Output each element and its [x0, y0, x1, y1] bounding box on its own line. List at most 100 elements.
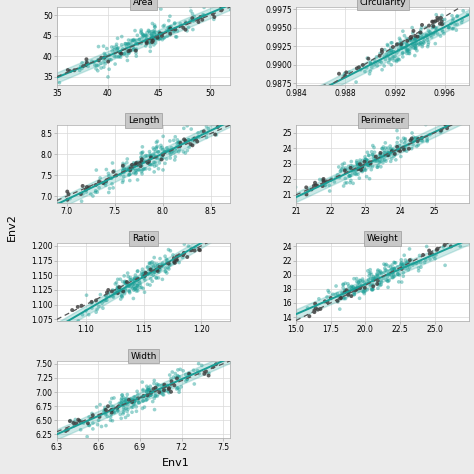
Point	[369, 277, 377, 284]
Point	[100, 179, 108, 186]
Point	[185, 144, 193, 151]
Point	[134, 176, 141, 183]
Point	[89, 419, 97, 427]
Point	[141, 288, 148, 296]
Point	[426, 255, 434, 263]
Point	[350, 291, 358, 298]
Point	[142, 32, 149, 39]
Point	[360, 288, 367, 296]
Point	[113, 46, 121, 54]
Point	[143, 39, 150, 47]
Point	[341, 167, 348, 174]
Point	[147, 259, 155, 267]
Point	[173, 139, 181, 147]
Point	[153, 260, 161, 268]
Point	[198, 128, 205, 136]
Point	[126, 281, 134, 289]
Point	[132, 47, 140, 55]
Point	[130, 159, 137, 166]
Point	[156, 266, 164, 273]
Point	[117, 171, 125, 179]
Point	[403, 259, 410, 266]
Point	[448, 12, 456, 19]
Point	[406, 36, 414, 44]
Point	[327, 294, 335, 302]
Point	[100, 54, 108, 62]
Point	[167, 151, 174, 158]
Point	[379, 155, 387, 163]
Point	[159, 133, 167, 140]
Point	[412, 40, 420, 48]
Point	[129, 295, 137, 302]
Point	[92, 297, 100, 304]
Point	[346, 286, 354, 293]
Point	[408, 37, 416, 45]
Point	[182, 137, 189, 145]
Point	[137, 149, 145, 157]
Point	[349, 166, 356, 174]
Point	[166, 371, 173, 379]
Point	[134, 287, 142, 294]
Point	[146, 39, 153, 46]
Point	[129, 165, 137, 173]
Point	[345, 163, 352, 170]
Point	[168, 378, 175, 385]
Point	[150, 266, 158, 274]
Point	[184, 136, 192, 144]
Point	[410, 133, 417, 141]
Point	[145, 270, 152, 278]
Point	[430, 30, 438, 38]
Point	[363, 173, 371, 181]
Point	[217, 2, 225, 10]
Point	[152, 154, 159, 161]
Point	[140, 165, 147, 173]
Point	[203, 130, 210, 137]
Point	[150, 377, 158, 384]
Point	[166, 23, 173, 31]
Point	[391, 265, 399, 273]
Point	[456, 234, 464, 242]
Point	[154, 382, 161, 389]
Point	[149, 398, 156, 405]
Point	[194, 367, 201, 374]
Point	[159, 260, 166, 267]
Point	[415, 267, 422, 274]
Point	[390, 57, 398, 64]
Point	[391, 273, 398, 280]
Point	[146, 47, 154, 55]
Point	[416, 29, 423, 36]
Point	[402, 35, 410, 42]
Point	[308, 186, 315, 193]
Point	[415, 40, 422, 47]
Point	[97, 54, 105, 62]
Point	[113, 286, 120, 294]
Point	[305, 95, 313, 103]
Point	[151, 23, 159, 31]
Point	[456, 239, 463, 246]
Point	[375, 154, 383, 161]
Point	[428, 33, 436, 41]
Point	[103, 289, 111, 296]
Point	[408, 43, 416, 50]
Point	[137, 271, 145, 278]
Point	[182, 149, 189, 157]
Point	[123, 279, 131, 286]
Point	[389, 146, 397, 153]
Point	[118, 50, 125, 57]
Point	[382, 266, 390, 273]
Point	[137, 284, 144, 292]
Point	[310, 307, 318, 314]
Point	[151, 27, 158, 34]
Point	[110, 290, 118, 298]
Point	[339, 164, 346, 171]
Point	[96, 413, 103, 420]
Point	[126, 167, 133, 174]
Point	[138, 158, 146, 166]
Point	[173, 136, 181, 144]
Point	[133, 284, 140, 292]
Point	[380, 268, 388, 276]
Point	[354, 162, 361, 169]
Point	[156, 29, 164, 37]
Point	[76, 67, 83, 74]
Point	[159, 150, 167, 158]
